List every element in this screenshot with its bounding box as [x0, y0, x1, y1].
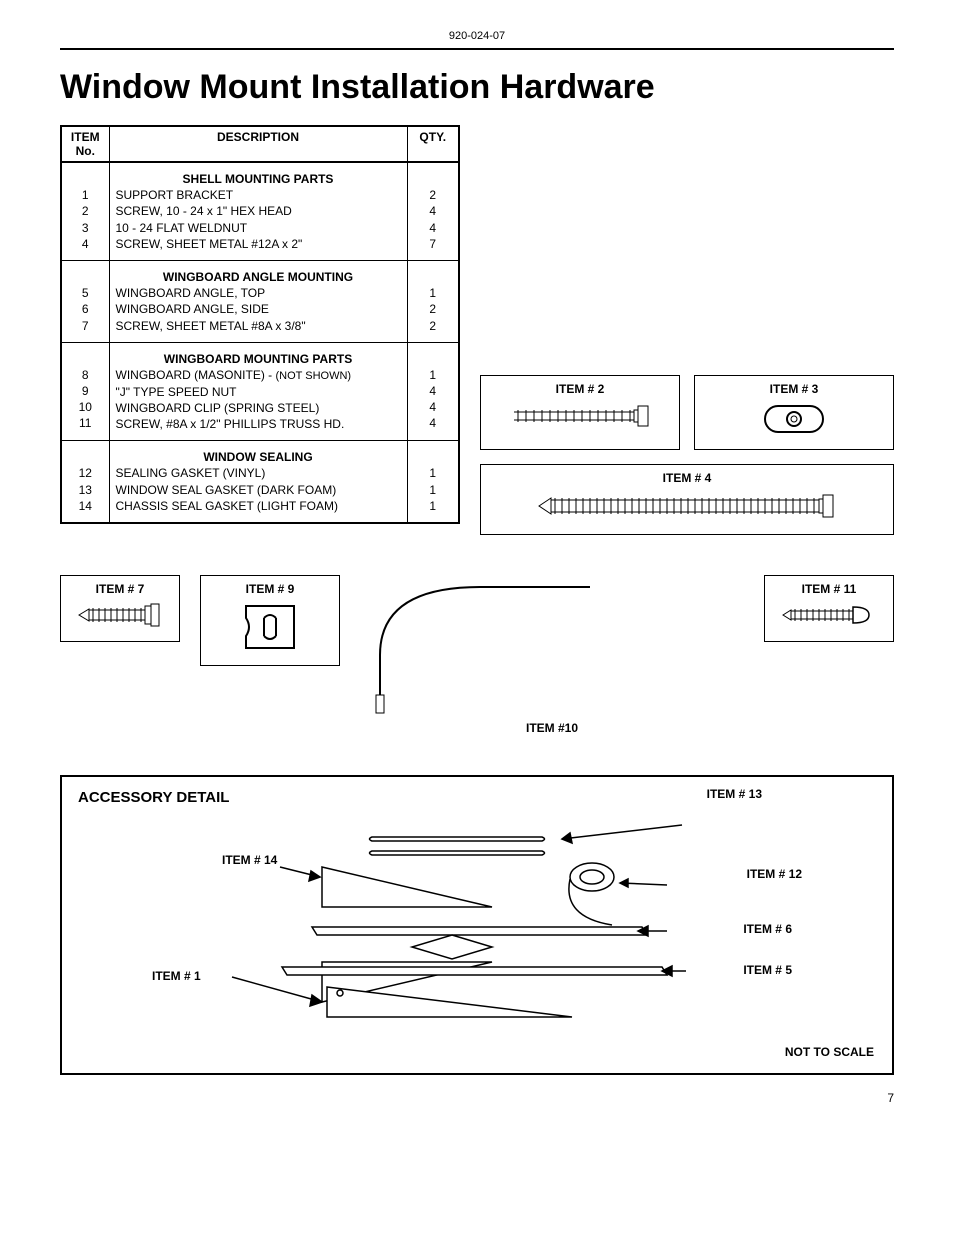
- fig-item-3: ITEM # 3: [694, 375, 894, 450]
- mid-row: ITEM # 7 ITEM # 9 ITEM #10: [60, 575, 894, 735]
- right-figures: ITEM # 2: [480, 375, 894, 535]
- fig-label: ITEM #10: [526, 721, 578, 735]
- table-desc-col: SHELL MOUNTING PARTSSUPPORT BRACKETSCREW…: [109, 162, 407, 260]
- table-qty-col: 2447: [407, 162, 459, 260]
- table-item-col: 121314: [61, 441, 109, 523]
- fig-label: ITEM # 2: [489, 382, 671, 396]
- table-item-col: 567: [61, 260, 109, 342]
- table-desc-col: WINGBOARD MOUNTING PARTSWINGBOARD (MASON…: [109, 342, 407, 441]
- acc-label-6: ITEM # 6: [743, 922, 792, 936]
- page-number: 7: [60, 1091, 894, 1105]
- sheet-metal-screw-icon: [537, 491, 837, 521]
- short-screw-icon: [75, 602, 165, 628]
- table-qty-col: 122: [407, 260, 459, 342]
- top-row: ITEM No. DESCRIPTION QTY. 1234SHELL MOUN…: [60, 125, 894, 535]
- fig-item-10: ITEM #10: [360, 575, 744, 735]
- speed-nut-icon: [240, 602, 300, 652]
- page-title: Window Mount Installation Hardware: [60, 68, 894, 107]
- fig-label: ITEM # 11: [773, 582, 885, 596]
- accessory-detail: ACCESSORY DETAIL: [60, 775, 894, 1075]
- acc-label-12: ITEM # 12: [747, 867, 802, 881]
- fig-item-2: ITEM # 2: [480, 375, 680, 450]
- not-to-scale: NOT TO SCALE: [785, 1045, 874, 1059]
- fig-label: ITEM # 7: [69, 582, 171, 596]
- parts-table: ITEM No. DESCRIPTION QTY. 1234SHELL MOUN…: [60, 125, 460, 524]
- fig-label: ITEM # 9: [209, 582, 331, 596]
- table-qty-col: 111: [407, 441, 459, 523]
- doc-number: 920-024-07: [60, 30, 894, 42]
- fig-item-9: ITEM # 9: [200, 575, 340, 666]
- accessory-diagram: [72, 807, 852, 1057]
- table-desc-col: WINDOW SEALINGSEALING GASKET (VINYL)WIND…: [109, 441, 407, 523]
- truss-screw-icon: [779, 602, 879, 628]
- th-item: ITEM No.: [61, 126, 109, 162]
- acc-label-5: ITEM # 5: [743, 963, 792, 977]
- spring-clip-icon: [360, 575, 600, 715]
- table-qty-col: 1444: [407, 342, 459, 441]
- table-item-col: 1234: [61, 162, 109, 260]
- acc-label-1: ITEM # 1: [152, 969, 201, 983]
- divider-top: [60, 48, 894, 50]
- fig-item-4: ITEM # 4: [480, 464, 894, 535]
- acc-label-13: ITEM # 13: [707, 787, 762, 801]
- fig-item-7: ITEM # 7: [60, 575, 180, 642]
- th-qty: QTY.: [407, 126, 459, 162]
- th-desc: DESCRIPTION: [109, 126, 407, 162]
- weldnut-icon: [759, 402, 829, 436]
- fig-label: ITEM # 4: [489, 471, 885, 485]
- fig-item-11: ITEM # 11: [764, 575, 894, 642]
- acc-label-14: ITEM # 14: [222, 853, 277, 867]
- table-item-col: 891011: [61, 342, 109, 441]
- fig-label: ITEM # 3: [703, 382, 885, 396]
- hex-screw-icon: [510, 402, 650, 430]
- table-desc-col: WINGBOARD ANGLE MOUNTINGWINGBOARD ANGLE,…: [109, 260, 407, 342]
